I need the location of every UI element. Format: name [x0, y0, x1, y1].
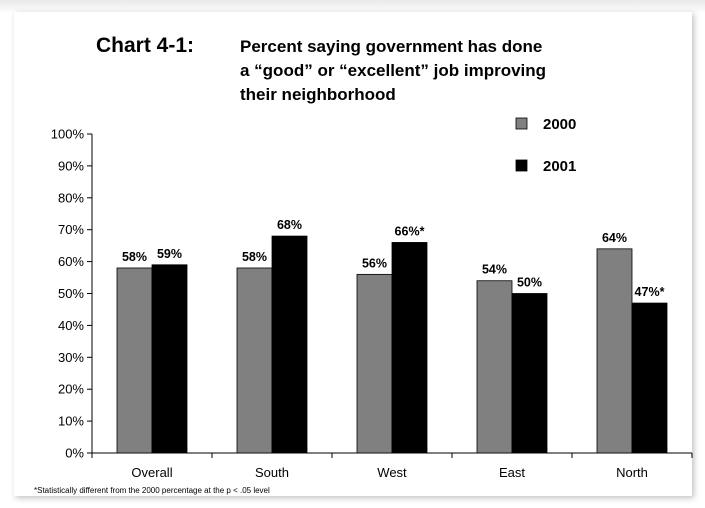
- chart-number-label: Chart 4-1:: [96, 34, 195, 57]
- y-tick-label: 0%: [65, 446, 84, 461]
- data-label: 54%: [482, 263, 507, 277]
- data-label: 50%: [517, 276, 542, 290]
- data-label: 56%: [362, 256, 387, 270]
- y-tick-label: 90%: [58, 158, 84, 173]
- y-tick-label: 30%: [58, 350, 84, 365]
- y-tick-label: 60%: [58, 254, 84, 269]
- x-category-label: East: [499, 465, 525, 480]
- data-label: 59%: [157, 247, 182, 261]
- y-tick-label: 10%: [58, 414, 84, 429]
- legend-swatch-2000: [515, 117, 528, 130]
- x-category-label: South: [255, 465, 289, 480]
- legend-label: 2000: [543, 116, 576, 133]
- bar-2001: [631, 302, 668, 454]
- chart-title: Percent saying government has done a “go…: [240, 37, 547, 104]
- bar-2001: [151, 264, 188, 454]
- data-label: 58%: [242, 250, 267, 264]
- x-category-label: North: [616, 465, 648, 480]
- y-tick-label: 40%: [58, 318, 84, 333]
- y-tick-label: 80%: [58, 190, 84, 205]
- data-label: 47%*: [635, 285, 665, 299]
- bar-2000: [356, 273, 393, 454]
- bar-2001: [511, 293, 548, 454]
- legend-label: 2001: [543, 158, 576, 175]
- data-label: 66%*: [395, 224, 425, 238]
- y-tick-label: 20%: [58, 382, 84, 397]
- bar-2001: [271, 235, 308, 454]
- legend-swatch-2001: [515, 159, 528, 172]
- bar-2000: [596, 248, 633, 454]
- data-label: 64%: [602, 231, 627, 245]
- y-tick-label: 70%: [58, 222, 84, 237]
- bar-2000: [236, 267, 273, 454]
- footnote: *Statistically different from the 2000 p…: [34, 486, 270, 495]
- x-category-label: Overall: [131, 465, 172, 480]
- y-tick-label: 100%: [51, 127, 85, 142]
- y-tick-label: 50%: [58, 286, 84, 301]
- x-category-label: West: [377, 465, 407, 480]
- bar-2000: [476, 280, 513, 454]
- data-label: 58%: [122, 250, 147, 264]
- bar-2001: [391, 242, 428, 454]
- data-label: 68%: [277, 218, 302, 232]
- bar-2000: [116, 267, 153, 454]
